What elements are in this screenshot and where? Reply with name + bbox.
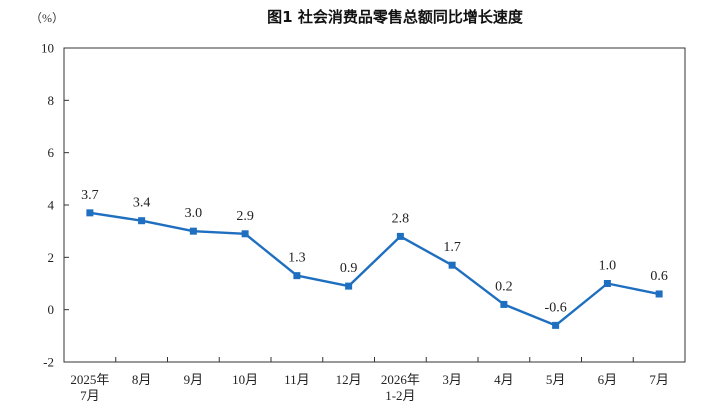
series-line-group [86, 209, 663, 329]
plot-frame [63, 47, 686, 363]
x-tick-label: 7月 [649, 372, 669, 387]
data-labels: 3.7 3.4 3.0 2.9 1.3 0.9 2.8 1.7 0.2 -0.6 1.0 0.6 [81, 188, 668, 316]
x-tick-label: 5月 [546, 372, 566, 387]
data-point [655, 290, 663, 298]
y-tick-label: 10 [41, 41, 54, 56]
data-label: 2.8 [392, 211, 410, 226]
y-axis-unit: （%） [30, 11, 64, 25]
x-tick-label: 2026年 1-2月 [381, 372, 420, 403]
x-axis: 2025年 7月 8月 9月 10月 11月 12月 2026年 1-2月 3月 4月 5月 6月 7月 [70, 357, 669, 403]
data-point [500, 300, 508, 308]
data-point [345, 282, 353, 290]
data-label: 3.7 [81, 188, 99, 203]
data-label: 2.9 [236, 209, 254, 224]
y-tick-label: 4 [48, 198, 55, 213]
y-tick-label: 2 [48, 250, 55, 265]
x-tick-label: 6月 [598, 372, 618, 387]
x-tick-label: 11月 [284, 372, 310, 387]
data-label: -0.6 [545, 300, 567, 315]
y-axis: -2 0 2 4 6 8 10 [41, 41, 69, 370]
data-point [448, 261, 456, 269]
x-tick-label: 12月 [336, 372, 362, 387]
data-label: 1.7 [443, 240, 461, 255]
x-tick-label: 8月 [132, 372, 152, 387]
x-tick-label: 4月 [494, 372, 514, 387]
x-tick-label: 3月 [442, 372, 462, 387]
y-tick-label: 6 [48, 145, 55, 160]
chart-title: 图1 社会消费品零售总额同比增长速度 [267, 8, 524, 26]
data-label: 1.3 [288, 251, 306, 266]
x-tick-label: 2025年 7月 [70, 372, 109, 403]
series-line [89, 211, 660, 327]
data-label: 0.6 [650, 269, 668, 284]
data-point [293, 272, 301, 280]
x-tick-label: 10月 [232, 372, 258, 387]
data-point [552, 321, 560, 329]
y-tick-label: 0 [48, 302, 55, 317]
data-label: 1.0 [599, 259, 617, 274]
y-tick-label: 8 [48, 93, 55, 108]
data-point [86, 209, 94, 217]
data-point [396, 232, 404, 240]
data-label: 3.4 [133, 196, 151, 211]
x-tick-label: 9月 [184, 372, 204, 387]
data-label: 0.2 [495, 279, 513, 294]
y-tick-label: -2 [43, 355, 54, 370]
data-point [189, 227, 197, 235]
data-point [138, 217, 146, 225]
data-point [603, 280, 611, 287]
data-point [241, 230, 249, 238]
data-label: 3.0 [185, 206, 203, 221]
data-label: 0.9 [340, 261, 358, 276]
